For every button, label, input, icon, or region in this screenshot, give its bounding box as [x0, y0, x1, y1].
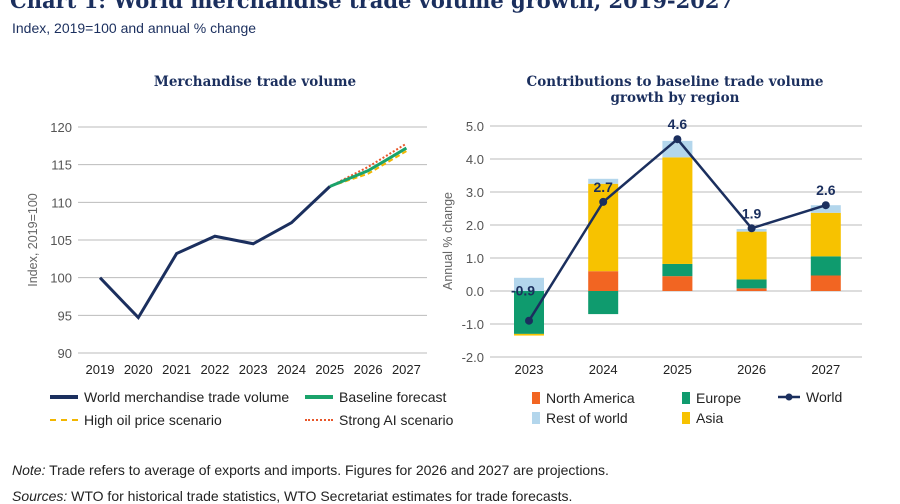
x-tick-label: 2023	[239, 362, 268, 377]
legend-label: World merchandise trade volume	[84, 389, 290, 405]
data-label: -0.9	[511, 283, 535, 299]
y-tick-label: 95	[58, 308, 72, 323]
y-tick-label: -1.0	[462, 317, 484, 332]
sources: Sources: WTO for historical trade statis…	[12, 488, 572, 504]
legend-north-america: North America	[532, 390, 635, 406]
bar-segment-europe	[662, 263, 693, 277]
y-tick-label: 115	[51, 158, 72, 173]
x-tick-label: 2020	[124, 362, 153, 377]
legend-swatch	[532, 392, 540, 404]
bar-segment-north-america	[810, 275, 841, 291]
x-tick-label: 2024	[277, 362, 306, 377]
x-tick-label: 2027	[811, 362, 840, 377]
legend-rest-of-world: Rest of world	[532, 410, 628, 426]
legend-swatch	[305, 395, 333, 399]
sources-text: WTO for historical trade statistics, WTO…	[67, 488, 573, 504]
bar-segment-rest-of-world	[588, 178, 619, 184]
bar-segment-asia	[662, 157, 693, 264]
bar-segment-north-america	[588, 271, 619, 291]
y-tick-label: 4.0	[466, 152, 484, 167]
legend-swatch	[305, 419, 333, 421]
world-point	[821, 201, 830, 210]
legend-world-volume: World merchandise trade volume	[50, 389, 289, 405]
x-tick-label: 2025	[663, 362, 692, 377]
legend-label: High oil price scenario	[84, 412, 222, 428]
legend-swatch	[682, 412, 690, 424]
world-point	[747, 224, 756, 233]
legend-europe: Europe	[682, 390, 741, 406]
y-tick-label: 0.0	[466, 284, 484, 299]
series-line-baseline-forecast	[329, 146, 408, 188]
bar-segment-europe	[736, 279, 767, 289]
note: Note: Trade refers to average of exports…	[12, 462, 609, 478]
x-tick-label: 2022	[200, 362, 229, 377]
data-label: 2.6	[816, 182, 836, 198]
world-point	[599, 197, 608, 206]
data-label: 1.9	[742, 205, 762, 221]
series-line-world-merchandise-trade-volume	[98, 185, 331, 321]
y-tick-label: -2.0	[462, 350, 484, 365]
x-tick-label: 2026	[354, 362, 383, 377]
legend-label: North America	[546, 390, 635, 406]
legend-swatch	[50, 395, 78, 399]
bar-segment-rest-of-world	[514, 277, 544, 291]
legend-swatch	[50, 419, 78, 421]
right-chart-title: Contributions to baseline trade volume g…	[526, 74, 824, 106]
bar-segment-north-america	[736, 288, 767, 291]
world-point	[673, 135, 682, 144]
legend-label: Asia	[696, 410, 724, 426]
left-chart-title: Merchandise trade volume	[153, 74, 357, 90]
legend-label: Europe	[696, 390, 742, 406]
y-tick-label: 100	[50, 271, 72, 286]
bar-segment-europe	[588, 291, 619, 315]
y-tick-label: 120	[50, 120, 72, 135]
legend-swatch	[778, 393, 800, 401]
bar-segment-asia	[810, 212, 841, 257]
bar-segment-asia	[588, 183, 619, 272]
sources-label: Sources:	[12, 488, 68, 504]
x-tick-label: 2027	[392, 362, 421, 377]
y-tick-label: 5.0	[466, 119, 484, 134]
chart-title: Chart 1: World merchandise trade volume …	[10, 0, 735, 13]
world-point	[525, 316, 533, 325]
data-label: 2.7	[593, 179, 613, 195]
bar-segment-asia	[514, 333, 544, 336]
bar-segment-asia	[736, 231, 767, 280]
y-axis-label: Index, 2019=100	[26, 193, 40, 287]
legend-swatch	[682, 392, 690, 404]
y-tick-label: 90	[58, 346, 72, 361]
y-tick-label: 2.0	[466, 218, 484, 233]
chart-subtitle: Index, 2019=100 and annual % change	[12, 20, 257, 36]
x-tick-label: 2026	[737, 362, 766, 377]
bar-segment-north-america	[662, 276, 693, 291]
series-line-high-oil-price-scenario	[329, 150, 407, 188]
legend-high-oil: High oil price scenario	[50, 412, 222, 428]
y-axis-label: Annual % change	[441, 192, 455, 290]
legend-label: World	[806, 389, 843, 405]
legend-strong-ai: Strong AI scenario	[305, 412, 453, 428]
legend-world: World	[778, 389, 842, 405]
y-tick-label: 3.0	[466, 185, 484, 200]
series-line-strong-ai-scenario	[329, 142, 407, 188]
legend-swatch	[532, 412, 540, 424]
legend-label: Baseline forecast	[339, 389, 447, 405]
x-tick-label: 2019	[86, 362, 115, 377]
note-text: Trade refers to average of exports and i…	[45, 462, 609, 478]
data-label: 4.6	[668, 116, 688, 132]
x-tick-label: 2023	[515, 362, 544, 377]
x-tick-label: 2024	[589, 362, 618, 377]
y-tick-label: 110	[51, 195, 72, 210]
x-tick-label: 2025	[315, 362, 344, 377]
legend-label: Rest of world	[546, 410, 628, 426]
legend-label: Strong AI scenario	[339, 412, 454, 428]
note-label: Note:	[12, 462, 46, 478]
bar-segment-europe	[514, 291, 544, 334]
legend-asia: Asia	[682, 410, 723, 426]
bar-segment-europe	[810, 256, 841, 276]
y-tick-label: 1.0	[466, 251, 484, 266]
y-tick-label: 105	[50, 233, 72, 248]
legend-baseline: Baseline forecast	[305, 389, 446, 405]
x-tick-label: 2021	[162, 362, 191, 377]
